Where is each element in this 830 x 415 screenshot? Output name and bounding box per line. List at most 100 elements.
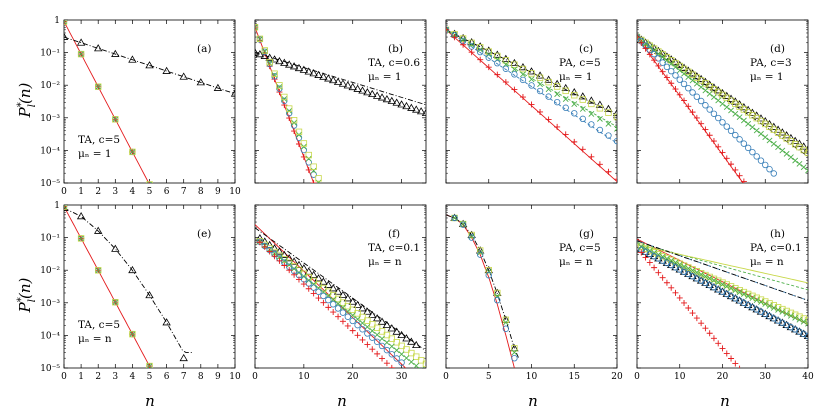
marker-cross bbox=[719, 100, 726, 107]
marker-plus bbox=[477, 56, 484, 63]
marker-cross bbox=[511, 66, 518, 73]
marker-cross bbox=[374, 331, 381, 338]
marker-cross bbox=[796, 160, 803, 167]
marker-circle bbox=[325, 296, 332, 304]
marker-cross bbox=[393, 347, 400, 354]
x-tick-label: 5 bbox=[147, 372, 153, 382]
marker-plus bbox=[745, 376, 751, 382]
marker-plus bbox=[330, 309, 337, 316]
marker-square bbox=[398, 342, 405, 350]
marker-plus bbox=[579, 146, 586, 153]
marker-cross bbox=[728, 107, 734, 114]
panel-c: (c) PA, c=5 μₙ = 1 bbox=[445, 19, 618, 184]
marker-plus bbox=[655, 62, 662, 69]
marker-circle bbox=[383, 346, 391, 354]
marker-circle bbox=[451, 214, 458, 222]
marker-circle bbox=[668, 67, 675, 75]
marker-triangle bbox=[265, 53, 274, 61]
marker-square bbox=[710, 275, 718, 283]
plot-frame bbox=[254, 204, 427, 369]
marker-cross bbox=[579, 106, 586, 112]
marker-cross bbox=[672, 64, 679, 71]
marker-cross bbox=[736, 114, 743, 121]
marker-plus bbox=[359, 336, 366, 343]
panel-g: 0 5 10 15 20 (g) PA, c=5 μₙ = n bbox=[443, 204, 623, 382]
marker-square bbox=[693, 268, 701, 275]
marker-cross bbox=[698, 84, 705, 91]
marker-triangle bbox=[76, 212, 86, 220]
marker-square bbox=[417, 357, 425, 364]
marker-triangle bbox=[343, 81, 353, 89]
x-tick-label: 8 bbox=[198, 372, 204, 382]
marker-triangle bbox=[324, 74, 333, 82]
y-tick-label: 10⁻¹ bbox=[40, 49, 60, 59]
marker-circle bbox=[676, 76, 683, 83]
marker-cross bbox=[286, 107, 293, 114]
marker-circle bbox=[605, 132, 612, 139]
panel-d: (d) PA, c=3 μₙ = 1 bbox=[636, 19, 809, 184]
marker-cross bbox=[340, 304, 346, 311]
marker-triangle bbox=[213, 83, 223, 91]
x-tick-label: 9 bbox=[215, 372, 221, 382]
marker-plus bbox=[642, 45, 649, 52]
marker-triangle bbox=[328, 75, 338, 84]
marker-circle bbox=[732, 131, 739, 139]
marker-plus bbox=[528, 101, 535, 108]
marker-plus bbox=[339, 318, 346, 325]
marker-plus bbox=[266, 248, 273, 255]
marker-triangle bbox=[128, 55, 137, 63]
marker-square bbox=[697, 269, 705, 277]
marker-cross bbox=[321, 192, 326, 197]
marker-triangle bbox=[94, 226, 103, 234]
marker-cross bbox=[762, 134, 769, 141]
marker-circle bbox=[276, 85, 283, 92]
marker-cross bbox=[723, 104, 730, 111]
marker-circle bbox=[310, 171, 317, 178]
marker-cross bbox=[468, 41, 475, 48]
marker-triangle bbox=[145, 290, 154, 299]
marker-circle bbox=[334, 305, 342, 312]
marker-plus bbox=[702, 126, 709, 133]
marker-square bbox=[271, 70, 278, 77]
marker-cross bbox=[64, 20, 67, 25]
marker-square bbox=[468, 39, 475, 47]
marker-plus bbox=[588, 153, 595, 160]
x-tick-label: 20 bbox=[347, 372, 359, 382]
marker-cross bbox=[792, 314, 799, 321]
marker-cross bbox=[596, 115, 603, 122]
marker-triangle bbox=[595, 100, 605, 108]
marker-triangle bbox=[382, 320, 392, 329]
x-tick-label: 0 bbox=[61, 187, 67, 197]
annotation-line-1: TA, c=5 bbox=[78, 319, 120, 331]
marker-triangle bbox=[260, 51, 269, 59]
marker-cross bbox=[676, 67, 683, 74]
marker-cross bbox=[693, 80, 700, 87]
marker-triangle bbox=[604, 104, 613, 112]
marker-square bbox=[256, 35, 264, 43]
marker-cross bbox=[261, 48, 268, 55]
marker-square bbox=[702, 271, 709, 279]
marker-square bbox=[511, 345, 518, 352]
svg-text:P*l(n): P*l(n) bbox=[16, 83, 38, 119]
marker-triangle bbox=[501, 54, 511, 62]
marker-square bbox=[164, 197, 170, 203]
marker-plus bbox=[305, 166, 312, 173]
marker-plus bbox=[369, 346, 376, 353]
marker-cross bbox=[805, 320, 808, 327]
marker-plus bbox=[710, 138, 717, 145]
marker-square bbox=[393, 339, 400, 346]
marker-plus bbox=[758, 382, 764, 388]
marker-cross bbox=[95, 267, 102, 274]
marker-triangle bbox=[353, 84, 362, 92]
marker-plus bbox=[689, 310, 696, 317]
marker-circle bbox=[553, 98, 561, 106]
marker-circle bbox=[388, 351, 395, 358]
marker-circle bbox=[378, 342, 386, 350]
plot-area bbox=[64, 205, 193, 368]
marker-plus bbox=[706, 330, 713, 337]
marker-circle bbox=[354, 321, 361, 329]
marker-square bbox=[300, 140, 308, 147]
marker-cross bbox=[276, 84, 283, 90]
marker-plus bbox=[698, 320, 705, 327]
marker-triangle bbox=[179, 353, 188, 362]
